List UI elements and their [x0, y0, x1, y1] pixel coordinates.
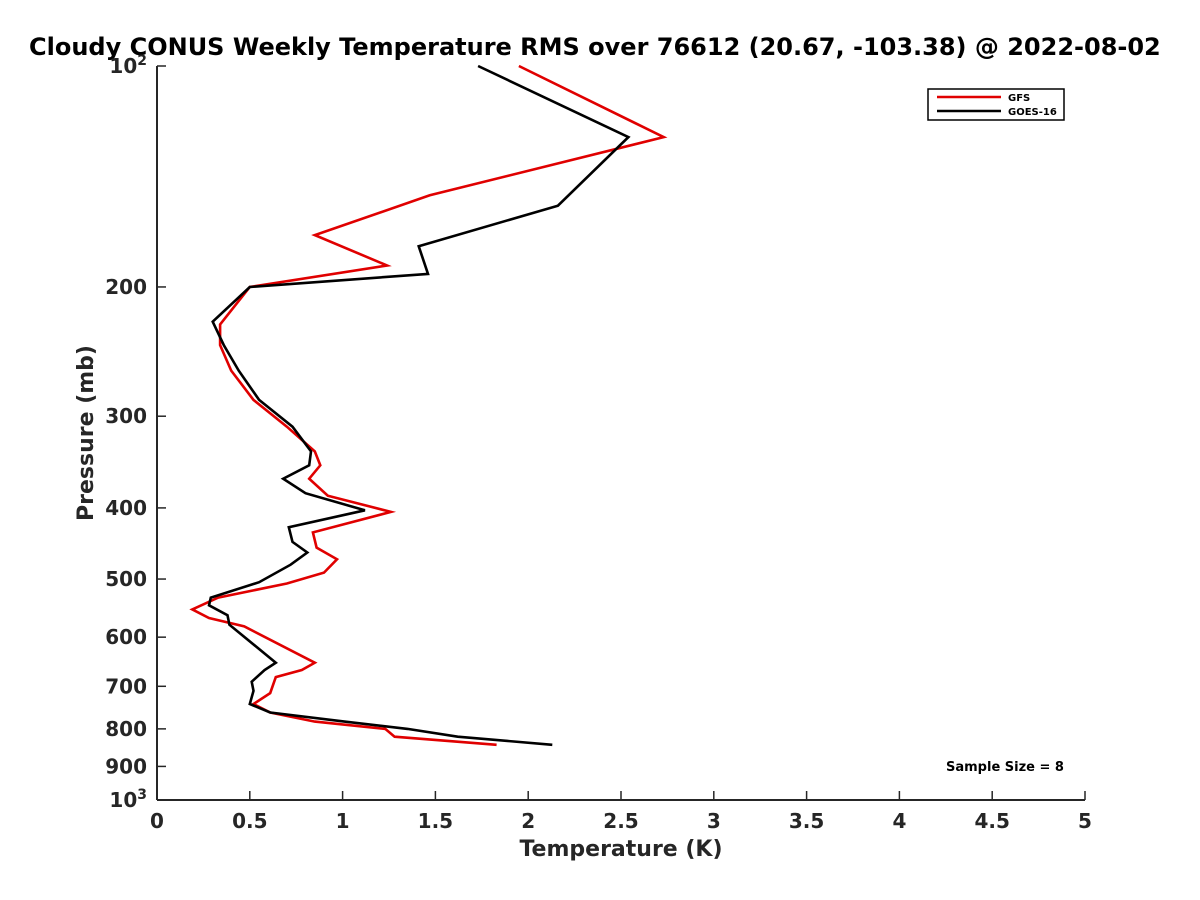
x-tick-label: 5 [1078, 809, 1092, 833]
x-tick-label: 0.5 [232, 809, 267, 833]
x-tick-label: 4.5 [974, 809, 1009, 833]
y-tick-label: 300 [105, 404, 147, 428]
sample-size-annotation: Sample Size = 8 [946, 760, 1064, 775]
y-tick-label: 500 [105, 567, 147, 591]
x-tick-label: 4 [892, 809, 906, 833]
x-tick-label: 1 [336, 809, 350, 833]
y-tick-label: 900 [105, 754, 147, 778]
legend: GFS GOES-16 [927, 88, 1065, 121]
y-tick-label: 700 [105, 674, 147, 698]
legend-label: GOES-16 [1008, 107, 1057, 118]
plot-area [157, 66, 1085, 800]
x-tick-label: 0 [150, 809, 164, 833]
y-tick-base: 10 [109, 788, 137, 812]
y-tick-label: 600 [105, 625, 147, 649]
legend-label: GFS [1008, 93, 1030, 104]
x-tick-label: 3 [707, 809, 721, 833]
y-axis-label: Pressure (mb) [74, 345, 99, 521]
x-tick-label: 3.5 [789, 809, 824, 833]
y-tick-exponent: 3 [137, 787, 147, 803]
y-tick-label: 102 [109, 53, 147, 78]
y-tick-label: 800 [105, 717, 147, 741]
y-tick-label: 103 [109, 787, 147, 812]
x-tick-label: 2.5 [603, 809, 638, 833]
chart-title: Cloudy CONUS Weekly Temperature RMS over… [29, 33, 1161, 61]
x-tick-label: 1.5 [418, 809, 453, 833]
y-tick-label: 400 [105, 496, 147, 520]
x-axis-label: Temperature (K) [519, 837, 722, 862]
series-line-goes-16 [207, 64, 631, 747]
y-tick-base: 10 [109, 54, 137, 78]
y-tick-exponent: 2 [137, 53, 147, 69]
x-tick-label: 2 [521, 809, 535, 833]
legend-box [927, 88, 1065, 121]
y-tick-label: 200 [105, 275, 147, 299]
series-line-gfs [189, 64, 668, 747]
